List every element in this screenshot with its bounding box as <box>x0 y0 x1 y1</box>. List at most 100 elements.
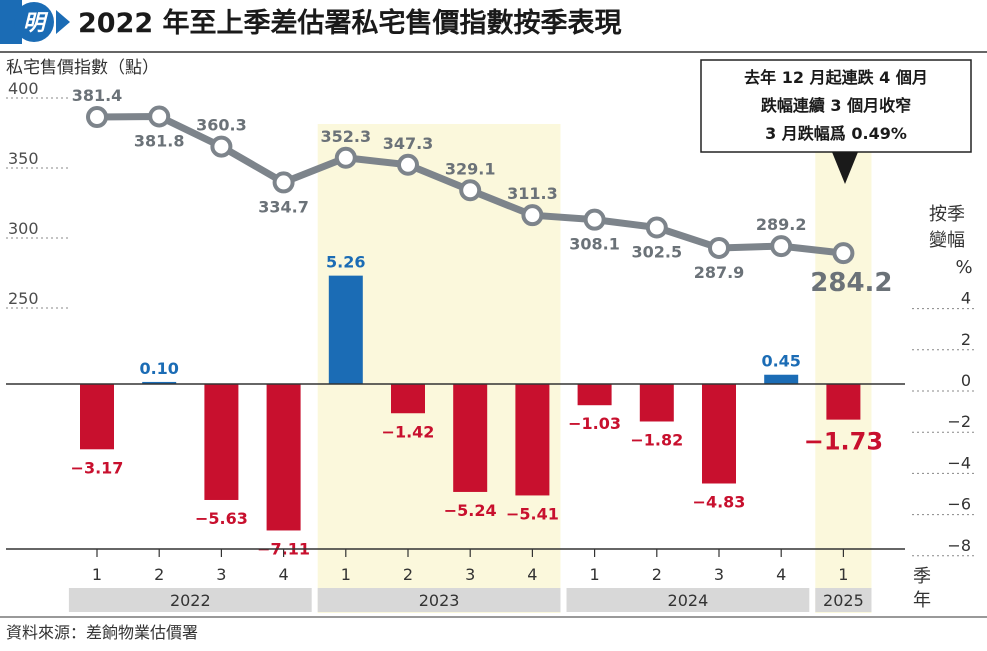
quarter-label: 1 <box>590 565 600 584</box>
quarter-label: 1 <box>92 565 102 584</box>
index-point <box>583 208 606 231</box>
change-bar <box>391 384 425 414</box>
change-bar-label: 5.26 <box>326 253 365 272</box>
change-bar <box>577 384 612 406</box>
logo-badge <box>14 2 54 42</box>
annotation-pointer <box>832 152 858 184</box>
year-band <box>815 588 872 612</box>
logo-glyph: 明 <box>23 11 49 36</box>
index-point <box>459 179 482 202</box>
highlight-band-2025 <box>815 124 872 613</box>
left-tick-label: 300 <box>8 219 39 238</box>
header: 明 2022 年至上季差估署私宅售價指數按季表現 <box>0 0 987 53</box>
year-band <box>566 588 810 612</box>
right-tick-label: 0 <box>961 371 971 390</box>
change-bar <box>142 381 177 384</box>
left-tick-label: 400 <box>8 79 39 98</box>
quarter-label: 2 <box>403 565 413 584</box>
right-axis-label: 按季 變幅 % <box>929 204 973 278</box>
logo-bar <box>0 0 22 44</box>
index-label: 287.9 <box>694 263 745 282</box>
year-band <box>317 588 561 612</box>
index-label: 360.3 <box>196 116 247 135</box>
quarter-label: 3 <box>465 565 475 584</box>
change-bar <box>826 384 861 420</box>
quarter-label: 4 <box>279 565 289 584</box>
index-point <box>210 135 233 158</box>
index-label: 347.3 <box>383 134 434 153</box>
index-point <box>770 235 793 258</box>
index-point <box>272 171 295 194</box>
index-label: 329.1 <box>445 159 496 178</box>
index-label: 308.1 <box>569 235 620 254</box>
index-points <box>86 105 855 265</box>
quarter-label: 1 <box>838 565 848 584</box>
change-bar <box>328 275 363 384</box>
year-label: 2022 <box>170 591 211 610</box>
index-point <box>397 153 419 176</box>
left-axis-ticks: 400 350 300 250 <box>6 79 70 309</box>
left-tick-label: 250 <box>8 289 39 308</box>
change-bar <box>204 384 239 500</box>
change-bar-labels: −3.170.10−5.63−7.115.26−1.42−5.24−5.41−1… <box>71 253 884 559</box>
x-axis-word-quarter: 季 <box>913 566 931 587</box>
right-tick-label: −6 <box>947 495 971 514</box>
right-tick-label: −2 <box>947 412 971 431</box>
index-label: 334.7 <box>258 197 309 216</box>
change-bar-label: −5.41 <box>506 504 559 523</box>
right-axis-label-line-3: % <box>955 257 972 278</box>
index-label: 311.3 <box>507 184 558 203</box>
right-tick-label: 2 <box>961 330 971 349</box>
right-axis-label-line-2: 變幅 <box>929 230 965 251</box>
annotation-line-2: 跌幅連續 3 個月收窄 <box>761 96 911 115</box>
index-point <box>832 242 855 265</box>
year-label: 2024 <box>668 591 709 610</box>
quarter-label: 4 <box>527 565 537 584</box>
index-point <box>148 105 171 128</box>
year-band <box>68 588 312 612</box>
right-tick-label: −4 <box>947 453 971 472</box>
chart-title: 2022 年至上季差估署私宅售價指數按季表現 <box>78 7 622 39</box>
change-bar-label: −5.24 <box>444 501 497 520</box>
change-bar-label: −3.17 <box>71 458 124 477</box>
x-axis-word-year: 年 <box>913 590 931 611</box>
x-axis-ticks: 1 2 3 4 1 2 3 4 1 2 3 4 1 <box>92 549 848 584</box>
change-bar <box>764 374 799 384</box>
source-note: 資料來源：差餉物業估價署 <box>6 623 198 642</box>
quarter-label: 1 <box>341 565 351 584</box>
annotation-line-1: 去年 12 月起連跌 4 個月 <box>744 68 928 87</box>
change-bar <box>639 384 674 422</box>
index-label: 352.3 <box>320 127 371 146</box>
right-axis-ticks: 4 2 0 −2 −4 −6 −8 <box>912 289 975 557</box>
index-point <box>521 204 544 227</box>
right-tick-label: 4 <box>961 289 971 308</box>
year-label: 2025 <box>823 591 864 610</box>
year-label: 2023 <box>419 591 460 610</box>
change-bar-label: −1.42 <box>382 422 435 441</box>
index-label: 289.2 <box>756 215 807 234</box>
change-bar <box>266 384 301 531</box>
quarter-label: 3 <box>714 565 724 584</box>
change-bar <box>515 384 550 496</box>
change-bar-label: −1.73 <box>804 428 883 456</box>
year-bands: 2022 2023 2024 2025 <box>68 588 872 612</box>
change-bar <box>80 384 114 450</box>
index-label: 381.4 <box>72 86 123 105</box>
change-bars <box>80 275 861 531</box>
annotation-callout: 去年 12 月起連跌 4 個月 跌幅連續 3 個月收窄 3 月跌幅爲 0.49% <box>700 59 972 184</box>
change-bar <box>702 384 736 484</box>
index-label: 284.2 <box>810 268 892 298</box>
change-bar-label: 0.45 <box>761 352 800 371</box>
change-bar-label: 0.10 <box>139 359 178 378</box>
quarter-label: 4 <box>776 565 786 584</box>
right-tick-label: −8 <box>947 536 971 555</box>
index-label: 302.5 <box>631 243 682 262</box>
change-bar-label: −1.03 <box>568 414 621 433</box>
quarter-label: 2 <box>154 565 164 584</box>
change-bar-label: −1.82 <box>630 430 683 449</box>
left-axis-label: 私宅售價指數（點） <box>6 58 159 78</box>
annotation-line-3: 3 月跌幅爲 0.49% <box>765 124 907 143</box>
change-bar-label: −4.83 <box>693 492 746 511</box>
index-point <box>86 106 108 129</box>
